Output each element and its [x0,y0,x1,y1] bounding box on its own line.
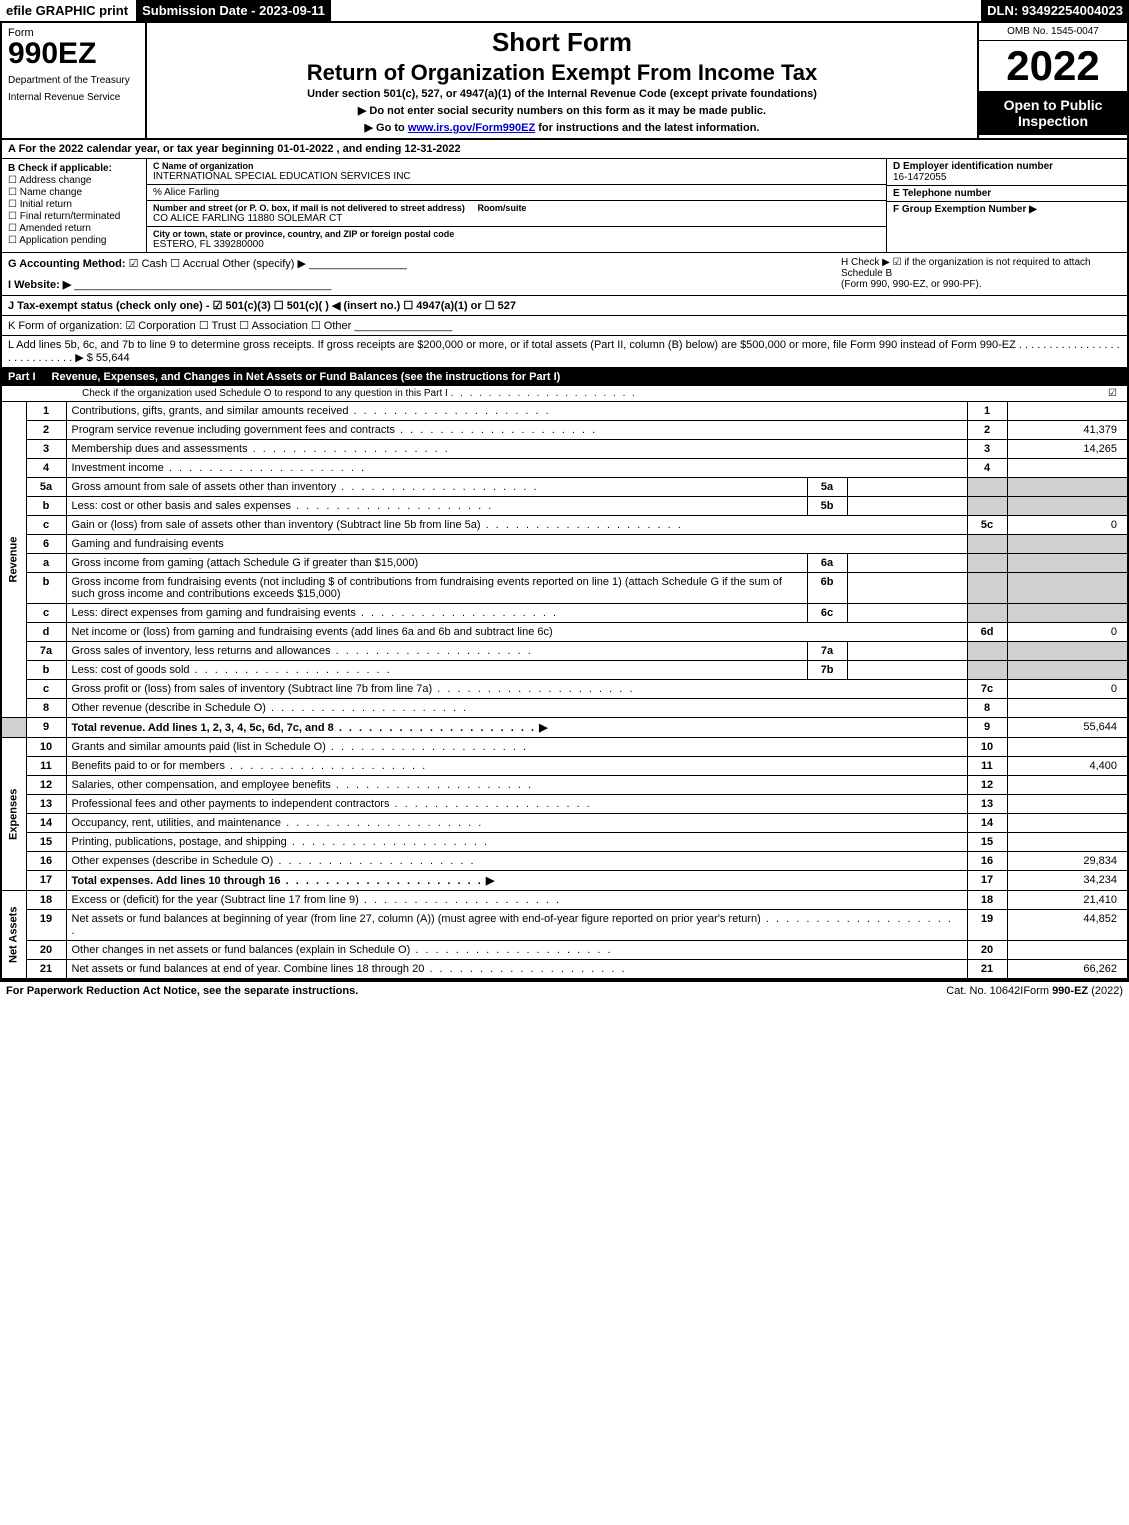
efile-label[interactable]: efile GRAPHIC print [0,0,136,21]
box-d: D Employer identification number 16-1472… [887,159,1127,186]
lines-table: Revenue 1 Contributions, gifts, grants, … [2,402,1127,979]
part1-subtext: Check if the organization used Schedule … [2,386,1127,402]
form-container: Form 990EZ Department of the Treasury In… [0,21,1129,981]
c-org-name: C Name of organization INTERNATIONAL SPE… [147,159,886,185]
chk-final-return[interactable]: ☐ Final return/terminated [8,211,140,222]
section-b-row: B Check if applicable: ☐ Address change … [2,159,1127,253]
c-city: City or town, state or province, country… [147,227,886,252]
j-tax-exempt: J Tax-exempt status (check only one) - ☑… [2,296,1127,316]
col-c: C Name of organization INTERNATIONAL SPE… [147,159,887,252]
instruct-link: ▶ Go to www.irs.gov/Form990EZ for instru… [155,121,969,134]
year-box: OMB No. 1545-0047 2022 Open to Public In… [977,23,1127,138]
c-care-of: % Alice Farling [147,185,886,201]
dln-number: DLN: 93492254004023 [981,0,1129,21]
chk-amended[interactable]: ☐ Amended return [8,223,140,234]
g-accounting: G Accounting Method: ☑ Cash ☐ Accrual Ot… [8,257,831,270]
instruct-ss: ▶ Do not enter social security numbers o… [155,104,969,117]
part1-header: Part I Revenue, Expenses, and Changes in… [2,368,1127,386]
line-a: A For the 2022 calendar year, or tax yea… [2,140,1127,159]
subtitle: Under section 501(c), 527, or 4947(a)(1)… [155,88,969,100]
col-de: D Employer identification number 16-1472… [887,159,1127,252]
b-header: B Check if applicable: [8,163,140,174]
col-b: B Check if applicable: ☐ Address change … [2,159,147,252]
chk-pending[interactable]: ☐ Application pending [8,235,140,246]
chk-accrual[interactable]: ☐ Accrual [170,258,219,270]
method-row: G Accounting Method: ☑ Cash ☐ Accrual Ot… [2,253,1127,296]
c-street: Number and street (or P. O. box, if mail… [147,201,886,227]
submission-date: Submission Date - 2023-09-11 [136,0,333,21]
top-bar: efile GRAPHIC print Submission Date - 20… [0,0,1129,21]
l-gross-receipts: L Add lines 5b, 6c, and 7b to line 9 to … [2,336,1127,368]
title-block: Short Form Return of Organization Exempt… [147,23,977,138]
form-box: Form 990EZ Department of the Treasury In… [2,23,147,138]
paperwork-notice: For Paperwork Reduction Act Notice, see … [6,985,946,997]
box-f: F Group Exemption Number ▶ [887,202,1127,217]
header-row: Form 990EZ Department of the Treasury In… [2,23,1127,140]
open-public: Open to Public Inspection [979,91,1127,135]
dept-irs: Internal Revenue Service [8,92,139,103]
tax-year: 2022 [979,41,1127,91]
side-revenue: Revenue [2,402,26,718]
i-website: I Website: ▶ ___________________________… [8,278,831,291]
k-form-org: K Form of organization: ☑ Corporation ☐ … [2,316,1127,336]
box-e: E Telephone number [887,186,1127,202]
h-check: H Check ▶ ☑ if the organization is not r… [831,257,1121,291]
ein-value: 16-1472055 [893,172,1121,183]
side-expenses: Expenses [2,738,26,891]
footer-row: For Paperwork Reduction Act Notice, see … [0,981,1129,1000]
chk-initial-return[interactable]: ☐ Initial return [8,199,140,210]
form-number: 990EZ [8,39,139,69]
part1-check-icon[interactable]: ☑ [1108,388,1117,399]
chk-name-change[interactable]: ☐ Name change [8,187,140,198]
side-netassets: Net Assets [2,891,26,979]
chk-address-change[interactable]: ☐ Address change [8,175,140,186]
chk-cash[interactable]: ☑ Cash [129,258,168,270]
form-ref: Form 990-EZ (2022) [1023,985,1123,997]
cat-number: Cat. No. 10642I [946,985,1023,997]
irs-link[interactable]: www.irs.gov/Form990EZ [408,122,535,134]
short-form-title: Short Form [155,27,969,58]
dept-treasury: Department of the Treasury [8,75,139,86]
omb-number: OMB No. 1545-0047 [979,23,1127,41]
main-title: Return of Organization Exempt From Incom… [155,60,969,86]
